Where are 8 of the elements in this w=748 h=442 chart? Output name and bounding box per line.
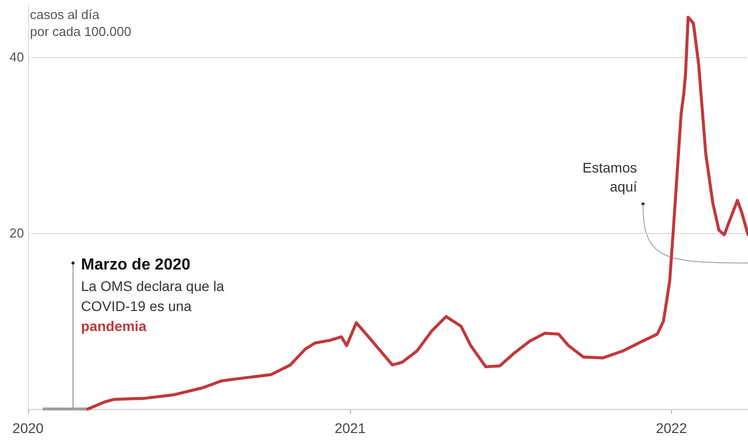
x-tick-label: 2022: [656, 420, 688, 436]
annotation: Estamos aquí: [582, 160, 638, 194]
annotation: Marzo de 2020 La OMS declara que la COVID-19 es una pandemia: [81, 256, 224, 334]
y-tick-label: 20: [10, 225, 24, 240]
y-tick-label: 40: [10, 49, 24, 64]
x-tick-label: 2020: [12, 420, 44, 436]
x-tick-label: 2021: [334, 420, 366, 436]
y-axis-title: casos al día por cada 100.000: [30, 7, 132, 39]
